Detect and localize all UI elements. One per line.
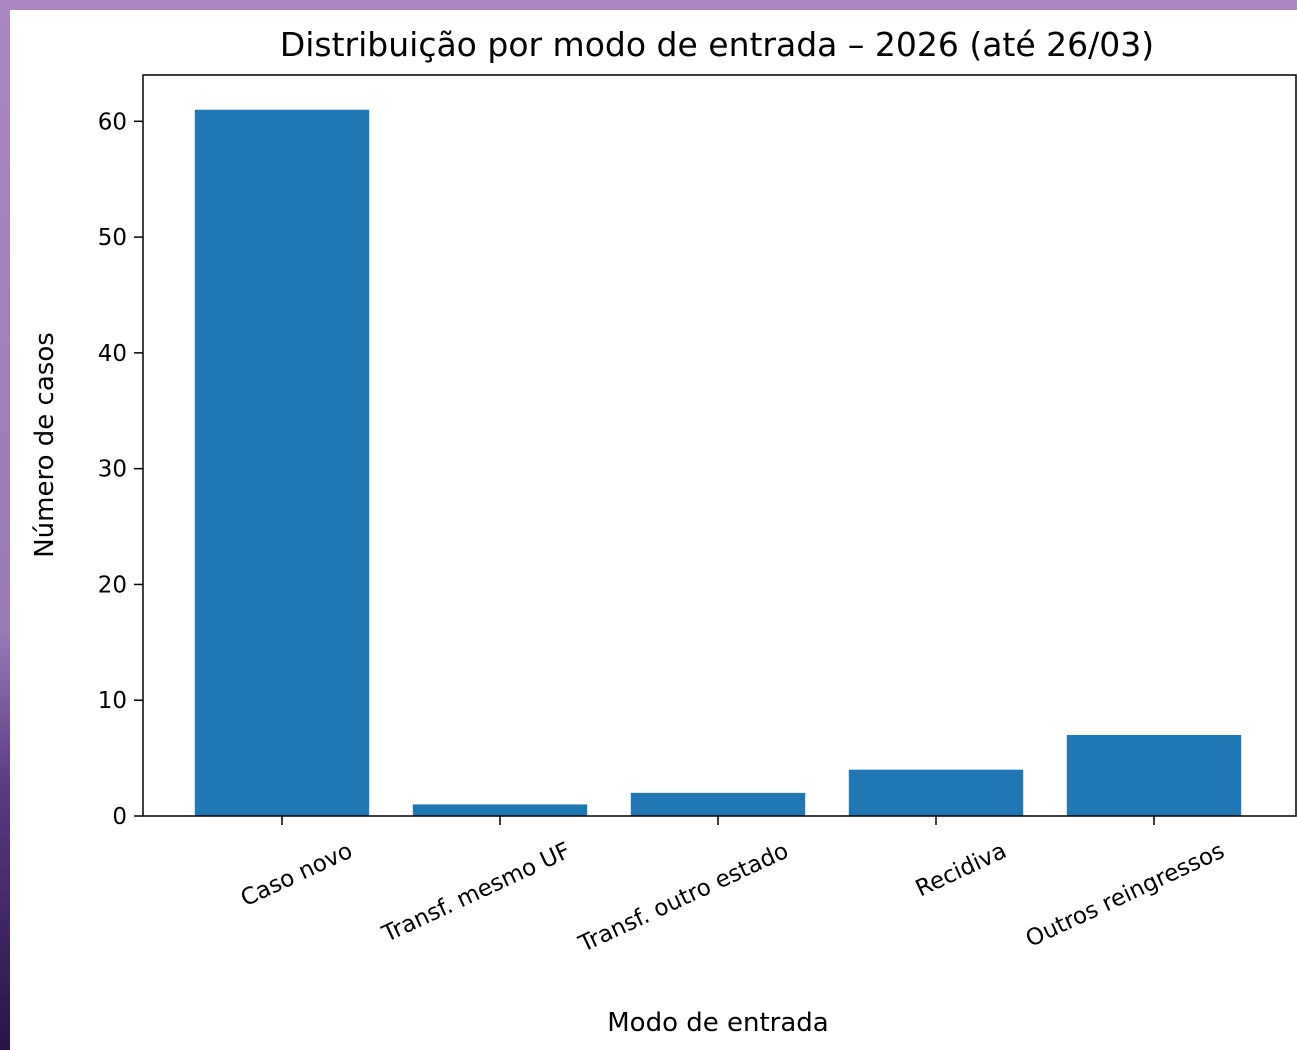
x-tick-label: Outros reingressos <box>1022 838 1229 953</box>
x-tick-label: Transf. outro estado <box>574 838 792 958</box>
bar-4 <box>1066 734 1242 816</box>
x-axis-title: Modo de entrada <box>607 1008 829 1038</box>
bar-3 <box>848 769 1024 816</box>
x-tick-label: Recidiva <box>912 838 1011 902</box>
y-tick-label: 60 <box>98 109 127 135</box>
y-tick-label: 50 <box>98 225 127 251</box>
y-tick-label: 20 <box>98 572 127 598</box>
y-tick-label: 40 <box>98 341 127 367</box>
bar-2 <box>630 792 806 816</box>
plot-area-frame <box>142 74 1297 817</box>
bar-1 <box>412 804 588 816</box>
y-tick-label: 30 <box>98 457 127 483</box>
bar-chart: Distribuição por modo de entrada – 2026 … <box>30 25 1297 1038</box>
chart-figure: Distribuição por modo de entrada – 2026 … <box>10 10 1297 1050</box>
y-tick-label: 10 <box>98 688 127 714</box>
chart-title: Distribuição por modo de entrada – 2026 … <box>280 25 1154 64</box>
x-tick-label: Transf. mesmo UF <box>378 838 575 948</box>
bar-0 <box>194 109 370 816</box>
y-tick-label: 0 <box>112 804 127 830</box>
y-axis-title: Número de casos <box>30 332 60 558</box>
x-tick-label: Caso novo <box>237 838 357 912</box>
